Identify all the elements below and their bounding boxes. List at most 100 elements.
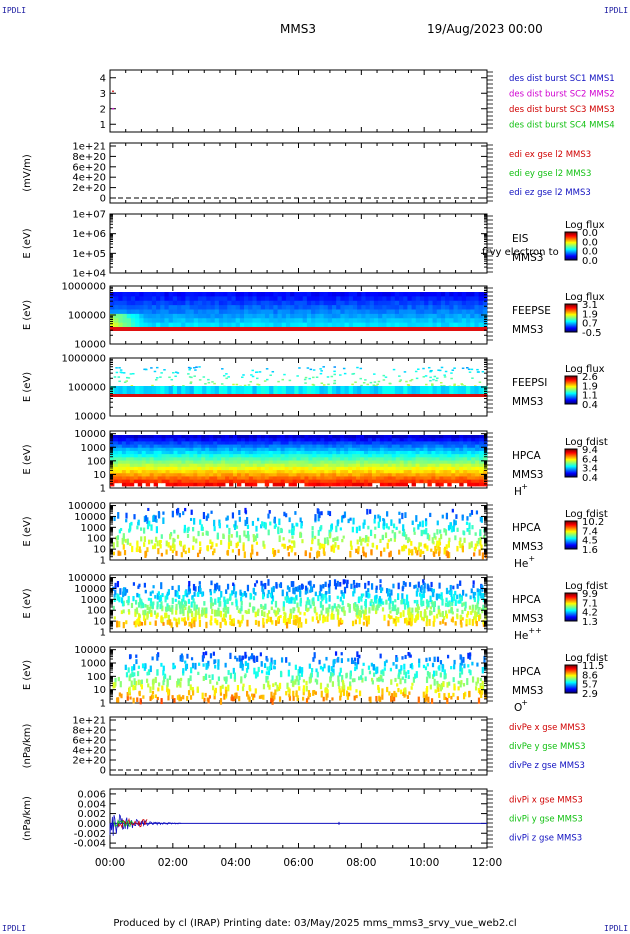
heat-cell <box>147 318 153 324</box>
legend-entry: edi ez gse l2 MMS3 <box>509 188 591 198</box>
heat-cell <box>153 543 157 549</box>
heat-cell <box>352 473 357 477</box>
heat-cell <box>288 476 293 481</box>
heat-cell <box>173 617 176 621</box>
heat-cell <box>210 296 216 302</box>
heat-cell <box>455 473 460 477</box>
heat-cell <box>237 548 241 556</box>
heat-cell <box>399 318 404 324</box>
heat-cell <box>292 525 295 531</box>
heat-cell <box>483 534 486 539</box>
heat-cell <box>404 582 407 587</box>
species-charge: + <box>521 482 528 491</box>
colorbar-cell <box>565 238 577 240</box>
heat-cell <box>474 532 477 536</box>
heat-cell <box>155 377 159 379</box>
heat-cell <box>136 592 139 598</box>
heat-cell <box>149 476 155 481</box>
heat-cell <box>415 463 420 468</box>
heat-cell <box>125 447 131 452</box>
heat-cell <box>144 550 148 557</box>
heat-cell <box>459 482 464 487</box>
heat-cell <box>127 609 130 613</box>
heat-cell <box>201 460 206 465</box>
heat-cell <box>281 543 284 547</box>
heat-cell <box>320 511 323 516</box>
colorbar-cell <box>565 452 577 454</box>
heat-cell <box>362 621 365 626</box>
heat-cell <box>296 466 301 471</box>
heat-cell <box>145 463 151 468</box>
heat-cell <box>317 538 320 546</box>
heat-cell <box>122 386 128 394</box>
heat-cell <box>357 292 362 297</box>
heat-cell <box>364 600 367 606</box>
colorbar-cell <box>565 395 577 397</box>
heat-cell <box>339 621 342 625</box>
heat-cell <box>422 581 425 586</box>
heat-cell <box>187 373 190 375</box>
heat-cell <box>361 537 365 542</box>
heat-cell <box>407 457 412 461</box>
heat-cell <box>149 621 152 626</box>
heat-cell <box>270 600 274 605</box>
heat-cell <box>371 460 377 465</box>
heat-cell <box>383 463 389 468</box>
heat-cell <box>348 606 351 613</box>
heat-cell <box>118 300 123 306</box>
heat-cell <box>474 296 480 302</box>
colorbar-cell <box>565 462 577 464</box>
heat-cell <box>281 313 287 319</box>
heat-cell <box>130 385 134 387</box>
heat-cell <box>229 460 234 465</box>
heat-cell <box>306 597 309 602</box>
heat-cell <box>415 386 421 394</box>
heat-cell <box>117 438 123 442</box>
colorbar-cell <box>565 474 577 476</box>
heat-cell <box>443 479 448 484</box>
heat-cell <box>290 322 295 328</box>
spacecraft-label: MMS3 <box>512 541 543 553</box>
heat-cell <box>437 547 440 551</box>
heat-cell <box>379 476 385 481</box>
heat-cell <box>379 441 385 445</box>
heat-cell <box>323 305 329 310</box>
heat-cell <box>222 533 225 539</box>
heat-cell <box>479 466 484 471</box>
heat-cell <box>126 300 132 306</box>
heat-cell <box>453 593 456 601</box>
heat-cell <box>362 551 365 557</box>
heat-cell <box>463 454 468 458</box>
heat-cell <box>273 549 277 556</box>
heat-cell <box>116 540 119 548</box>
heat-cell <box>260 386 266 394</box>
heat-cell <box>213 470 218 474</box>
heat-cell <box>478 296 484 302</box>
heat-cell <box>428 386 433 394</box>
heat-cell <box>225 470 230 474</box>
heat-cell <box>138 614 141 618</box>
heat-cell <box>171 597 174 604</box>
heat-cell <box>290 292 295 297</box>
heat-cell <box>231 296 237 302</box>
heat-cell <box>407 386 412 394</box>
heat-cell <box>403 470 409 474</box>
heat-cell <box>403 450 409 455</box>
heat-cell <box>415 454 420 458</box>
heat-cell <box>273 309 278 315</box>
heat-cell <box>277 380 280 383</box>
heat-cell <box>185 435 190 439</box>
heat-cell <box>363 470 369 474</box>
heat-cell <box>336 454 341 458</box>
heat-cell <box>281 322 287 328</box>
heat-cell <box>183 524 187 532</box>
heat-cell <box>443 548 446 555</box>
heat-cell <box>189 438 194 442</box>
heat-cell <box>363 463 369 468</box>
heat-cell <box>418 592 422 597</box>
heat-cell <box>475 438 480 442</box>
heat-cell <box>375 479 381 484</box>
heat-cell <box>332 470 337 474</box>
heat-cell <box>330 523 334 529</box>
colorbar-frame <box>564 375 578 405</box>
